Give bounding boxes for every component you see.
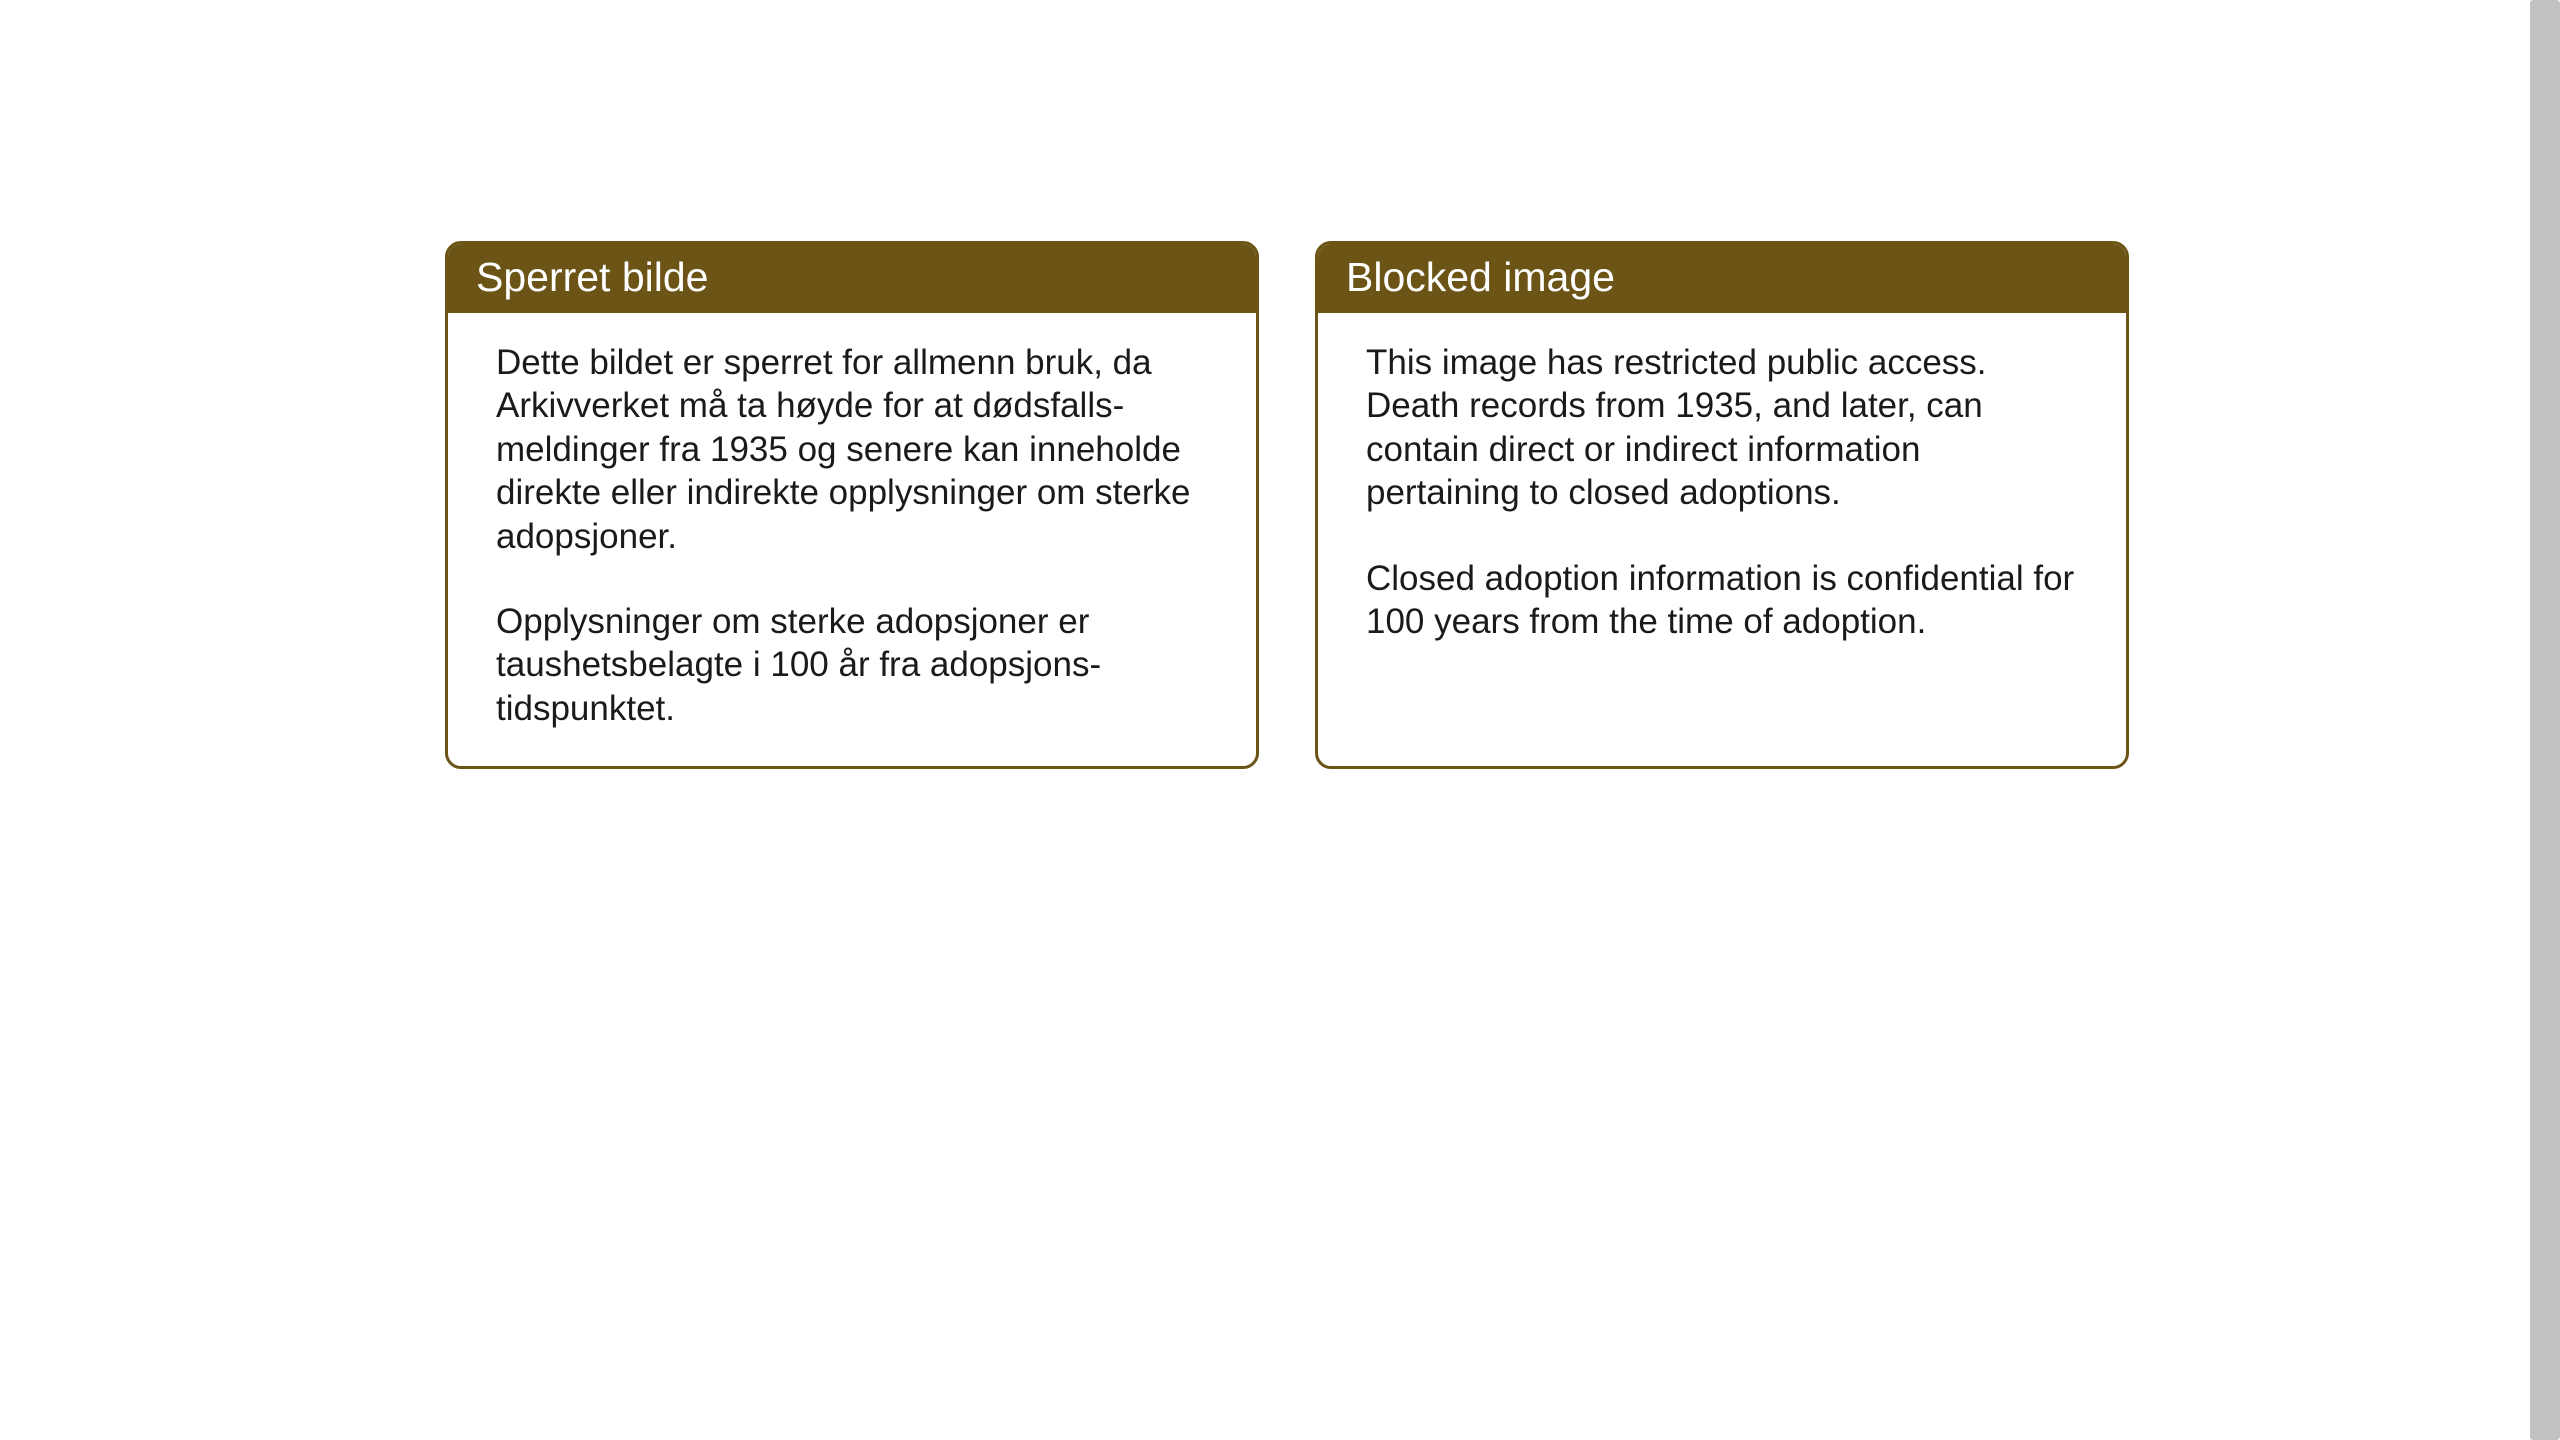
notice-paragraph-1-english: This image has restricted public access.… [1366,341,2078,515]
scrollbar-track[interactable] [2530,0,2560,1440]
notice-body-norwegian: Dette bildet er sperret for allmenn bruk… [448,313,1256,766]
notice-card-english: Blocked image This image has restricted … [1315,241,2129,769]
notice-paragraph-2-norwegian: Opplysninger om sterke adopsjoner er tau… [496,600,1208,730]
notice-header-norwegian: Sperret bilde [448,244,1256,313]
notice-title-english: Blocked image [1346,254,2098,301]
notice-header-english: Blocked image [1318,244,2126,313]
scrollbar-thumb[interactable] [2530,0,2560,1440]
notice-container: Sperret bilde Dette bildet er sperret fo… [445,241,2129,769]
notice-paragraph-1-norwegian: Dette bildet er sperret for allmenn bruk… [496,341,1208,558]
notice-card-norwegian: Sperret bilde Dette bildet er sperret fo… [445,241,1259,769]
notice-paragraph-2-english: Closed adoption information is confident… [1366,557,2078,644]
notice-title-norwegian: Sperret bilde [476,254,1228,301]
notice-body-english: This image has restricted public access.… [1318,313,2126,753]
